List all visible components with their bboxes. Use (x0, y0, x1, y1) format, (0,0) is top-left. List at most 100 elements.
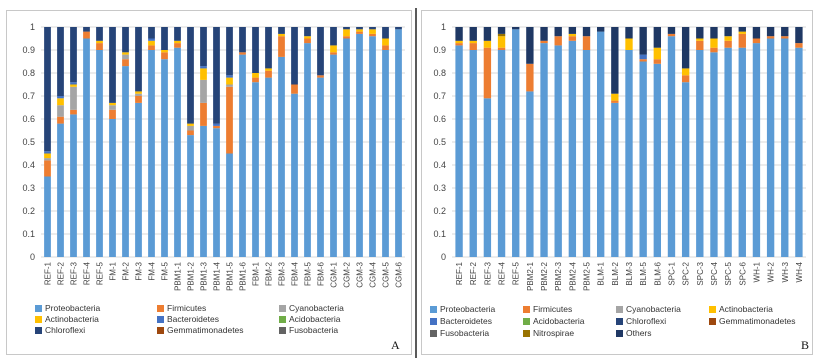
chart-a-panel-label: A (391, 338, 400, 352)
chart-a-bar-chloroflexi (83, 27, 90, 32)
chart-b-bar-proteobacteria (568, 40, 577, 257)
chart-b-y-tick-label: 0.9 (433, 45, 446, 55)
chart-b-y-tick-label: 0.3 (433, 183, 446, 193)
chart-b-x-tick-label: REF-5 (512, 261, 521, 285)
chart-a-bar-actinobacteria (343, 29, 350, 37)
chart-b-bar-proteobacteria (653, 63, 662, 257)
chart-a-bar-firmicutes (317, 75, 324, 78)
chart-a-bar-firmicutes (70, 109, 77, 115)
chart-a-bar-chloroflexi (317, 27, 324, 76)
chart-b-legend-swatch (616, 318, 623, 325)
chart-b-bar-firmicutes (526, 63, 534, 92)
chart-a-bar-firmicutes (369, 33, 376, 37)
chart-a-bar-chloroflexi (174, 27, 181, 41)
chart-a-bar-chloroflexi (135, 27, 142, 92)
chart-a-bar-chloroflexi (304, 27, 311, 37)
chart-b-bar-proteobacteria (781, 38, 789, 257)
chart-b-bar-firmicutes (582, 36, 591, 50)
chart-b-legend-swatch (430, 330, 437, 337)
chart-a-x-tick-label: CGM-4 (369, 261, 378, 287)
chart-a-legend-label: Bacteroidetes (167, 314, 219, 324)
chart-b-x-tick-label: PBM2-3 (554, 261, 563, 290)
chart-b-y-tick-label: 0.8 (433, 68, 446, 78)
chart-b-bar-firmicutes (653, 59, 662, 64)
chart-b-bar-others (582, 27, 591, 37)
chart-a-bar-chloroflexi (57, 27, 64, 96)
chart-b-bar-actinobacteria (497, 36, 506, 48)
chart-b-legend-swatch (430, 306, 437, 313)
chart-b-bar-proteobacteria (582, 50, 591, 257)
chart-a-legend-label: Chloroflexi (45, 325, 85, 335)
chart-b-legend-label: Acidobacteria (533, 316, 585, 326)
chart-a-bar-chloroflexi (291, 27, 298, 85)
chart-b-bar-actinobacteria (483, 40, 492, 48)
chart-a-x-tick-label: FM-4 (148, 261, 157, 280)
chart-b-bar-actinobacteria (625, 38, 633, 50)
chart-b-bar-firmicutes (497, 47, 506, 50)
chart-a-x-tick-label: PBM1-1 (174, 261, 183, 290)
chart-b-bar-proteobacteria (483, 98, 492, 257)
chart-b-x-tick-label: REF-1 (455, 261, 464, 285)
chart-b-bar-others (667, 27, 676, 34)
chart-a-bar-firmicutes (122, 59, 129, 67)
chart-a-bar-cyanobacteria (70, 86, 77, 110)
chart-a-legend-label: Proteobacteria (45, 303, 101, 313)
chart-b-bar-others (752, 27, 761, 39)
chart-b-bar-others (795, 27, 803, 44)
chart-b-legend-label: Cyanobacteria (626, 304, 681, 314)
chart-a-bar-chloroflexi (200, 27, 207, 67)
chart-a-bar-cyanobacteria (122, 54, 129, 60)
chart-a-bar-actinobacteria (148, 40, 155, 46)
chart-b-x-tick-label: SPC-1 (667, 261, 676, 285)
chart-b-bar-proteobacteria (469, 50, 477, 257)
chart-b-bar-actinobacteria (738, 31, 746, 34)
chart-a-y-tick-label: 0.2 (22, 206, 35, 216)
chart-b-x-tick-label: WH-2 (767, 261, 776, 282)
chart-a-x-tick-label: PBM1-4 (213, 261, 222, 290)
chart-a-bar-proteobacteria (252, 82, 259, 257)
chart-a-legend-swatch (279, 305, 286, 312)
chart-a-legend-swatch (279, 327, 286, 334)
chart-a-x-tick-label: REF-4 (83, 261, 92, 285)
chart-b-legend-label: Nitrospirae (533, 328, 574, 338)
chart-a-bar-actinobacteria (57, 98, 64, 106)
chart-a-bar-proteobacteria (226, 153, 233, 257)
chart-a-y-tick-label: 0.3 (22, 183, 35, 193)
chart-b-x-tick-label: SPC-3 (696, 261, 705, 285)
chart-b-bar-actinobacteria (653, 47, 662, 60)
chart-a-x-tick-label: CGM-6 (395, 261, 404, 287)
chart-b-bar-others (512, 27, 520, 30)
chart-a-bar-proteobacteria (369, 36, 376, 258)
chart-a-bar-chloroflexi (356, 27, 363, 30)
chart-a-bar-chloroflexi (395, 27, 402, 30)
chart-b-bar-proteobacteria (639, 61, 647, 257)
chart-b-legend-label: Firmicutes (533, 304, 572, 314)
chart-a-bar-bacteroidetes (213, 123, 220, 126)
chart-b-bar-firmicutes (710, 47, 718, 53)
chart-b-x-tick-label: PBM2-4 (568, 261, 577, 290)
chart-b-bar-proteobacteria (710, 52, 718, 257)
chart-b-bar-proteobacteria (724, 47, 732, 258)
chart-b-bar-firmicutes (568, 36, 577, 41)
chart-b-y-tick-label: 1 (441, 22, 446, 32)
chart-a-bar-proteobacteria (83, 38, 90, 257)
chart-b-bar-others (653, 27, 662, 48)
chart-b-bar-others (554, 27, 562, 37)
chart-a-bar-bacteroidetes (44, 151, 51, 154)
chart-b-bar-actinobacteria (681, 68, 690, 76)
chart-a-legend-swatch (35, 316, 42, 323)
chart-b-bar-actinobacteria (568, 33, 577, 37)
chart-a-legend-swatch (157, 327, 164, 334)
chart-a-bar-bacteroidetes (57, 96, 64, 99)
chart-b-bar-firmicutes (795, 43, 803, 48)
chart-b-bar-proteobacteria (455, 45, 463, 258)
chart-b-bar-others (781, 27, 789, 37)
chart-b-legend-swatch (616, 330, 623, 337)
chart-a-bar-proteobacteria (395, 29, 402, 257)
chart-a-bar-actinobacteria (135, 91, 142, 94)
chart-b-y-tick-label: 0 (441, 252, 446, 262)
chart-b-legend-label: Others (626, 328, 652, 338)
chart-b-legend-swatch (430, 318, 437, 325)
chart-a-legend-label: Fusobacteria (289, 325, 338, 335)
chart-b-bar-firmicutes (724, 40, 732, 48)
